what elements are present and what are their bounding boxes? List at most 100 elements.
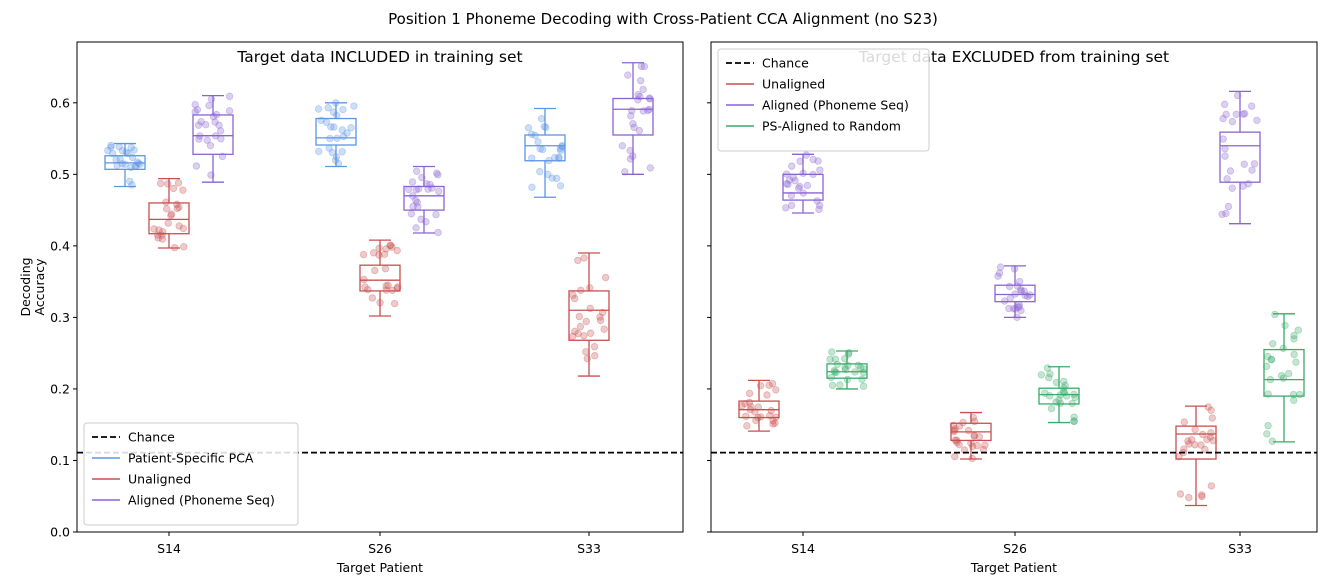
data-point bbox=[582, 348, 590, 356]
data-point bbox=[1070, 417, 1078, 425]
box-aligned_phoneme_seq bbox=[403, 185, 445, 211]
data-points bbox=[150, 179, 188, 252]
data-point bbox=[814, 157, 822, 165]
data-point bbox=[433, 169, 441, 177]
data-point bbox=[325, 144, 333, 152]
data-point bbox=[745, 389, 754, 398]
data-point bbox=[528, 154, 536, 162]
legend-frame bbox=[717, 48, 930, 152]
data-point bbox=[1279, 374, 1288, 382]
data-point bbox=[350, 102, 358, 110]
box-aligned_phoneme_seq bbox=[1219, 131, 1261, 183]
legend-label: Unaligned bbox=[762, 77, 825, 92]
data-point bbox=[743, 422, 751, 430]
data-point bbox=[626, 155, 635, 163]
data-point bbox=[390, 299, 399, 308]
data-point bbox=[828, 348, 836, 356]
data-point bbox=[408, 178, 417, 186]
data-point bbox=[162, 198, 170, 206]
data-point bbox=[315, 147, 323, 156]
data-point bbox=[118, 146, 127, 155]
data-point bbox=[1264, 421, 1272, 430]
data-point bbox=[122, 148, 130, 156]
axes-frame bbox=[710, 41, 1318, 533]
data-point bbox=[174, 179, 183, 187]
data-point bbox=[179, 224, 188, 233]
data-point bbox=[627, 112, 635, 120]
data-point bbox=[314, 105, 323, 113]
data-point bbox=[1201, 445, 1209, 454]
data-point bbox=[412, 224, 420, 232]
data-point bbox=[1045, 392, 1054, 400]
data-point bbox=[844, 350, 853, 358]
data-point bbox=[787, 191, 796, 200]
data-points bbox=[104, 141, 144, 189]
data-point bbox=[163, 205, 171, 213]
y-tick-label: 0.5 bbox=[50, 167, 70, 182]
data-point bbox=[1055, 396, 1063, 404]
data-point bbox=[195, 135, 203, 143]
y-tick-label: 0.2 bbox=[50, 381, 70, 396]
data-point bbox=[590, 343, 599, 351]
data-point bbox=[634, 90, 642, 99]
data-point bbox=[194, 121, 203, 129]
data-point bbox=[202, 120, 210, 129]
data-point bbox=[381, 265, 390, 273]
data-point bbox=[859, 382, 868, 390]
data-point bbox=[359, 250, 368, 259]
x-tick-label: S14 bbox=[791, 541, 815, 556]
data-point bbox=[432, 210, 440, 219]
data-point bbox=[1047, 404, 1056, 413]
data-point bbox=[118, 160, 126, 168]
data-point bbox=[1294, 326, 1302, 334]
data-point bbox=[1185, 493, 1193, 502]
data-point bbox=[1197, 491, 1206, 499]
legend-label: Patient-Specific PCA bbox=[128, 451, 254, 466]
data-point bbox=[630, 123, 638, 132]
data-point bbox=[802, 151, 810, 159]
data-point bbox=[428, 184, 436, 192]
box-aligned_phoneme_seq bbox=[612, 97, 654, 136]
data-point bbox=[382, 286, 390, 294]
data-point bbox=[640, 62, 649, 71]
data-point bbox=[382, 282, 390, 290]
data-point bbox=[211, 118, 219, 126]
data-point bbox=[1013, 282, 1022, 290]
legend-label: Aligned (Phoneme Seq) bbox=[762, 98, 909, 113]
data-point bbox=[1271, 310, 1279, 319]
data-point bbox=[981, 441, 989, 449]
data-point bbox=[975, 433, 984, 441]
data-point bbox=[784, 180, 792, 189]
x-tick-label: S14 bbox=[157, 541, 181, 556]
data-point bbox=[586, 329, 595, 337]
data-point bbox=[434, 171, 442, 179]
data-point bbox=[964, 426, 973, 435]
y-tick-label: 0.0 bbox=[50, 525, 70, 540]
data-point bbox=[763, 391, 771, 399]
data-point bbox=[1207, 406, 1215, 415]
data-point bbox=[542, 123, 550, 132]
data-point bbox=[393, 246, 401, 255]
data-point bbox=[1070, 413, 1078, 421]
data-point bbox=[836, 381, 844, 389]
data-point bbox=[1221, 152, 1229, 160]
data-point bbox=[816, 201, 824, 210]
data-point bbox=[339, 132, 348, 141]
panel-title: Target data EXCLUDED from training set bbox=[858, 48, 1169, 66]
data-point bbox=[1012, 305, 1020, 313]
data-point bbox=[624, 71, 632, 79]
data-point bbox=[1262, 362, 1271, 371]
data-point bbox=[854, 361, 862, 369]
data-point bbox=[756, 382, 765, 390]
data-point bbox=[1222, 110, 1230, 119]
data-point bbox=[813, 197, 821, 205]
data-point bbox=[338, 148, 346, 156]
data-point bbox=[555, 154, 563, 162]
data-point bbox=[536, 167, 544, 176]
data-point bbox=[1005, 304, 1013, 313]
panel-target-excluded: Target data EXCLUDED from training set S1… bbox=[707, 41, 1318, 575]
data-point bbox=[1070, 417, 1079, 426]
data-point bbox=[765, 381, 773, 389]
data-point bbox=[216, 127, 225, 135]
data-point bbox=[574, 256, 582, 265]
